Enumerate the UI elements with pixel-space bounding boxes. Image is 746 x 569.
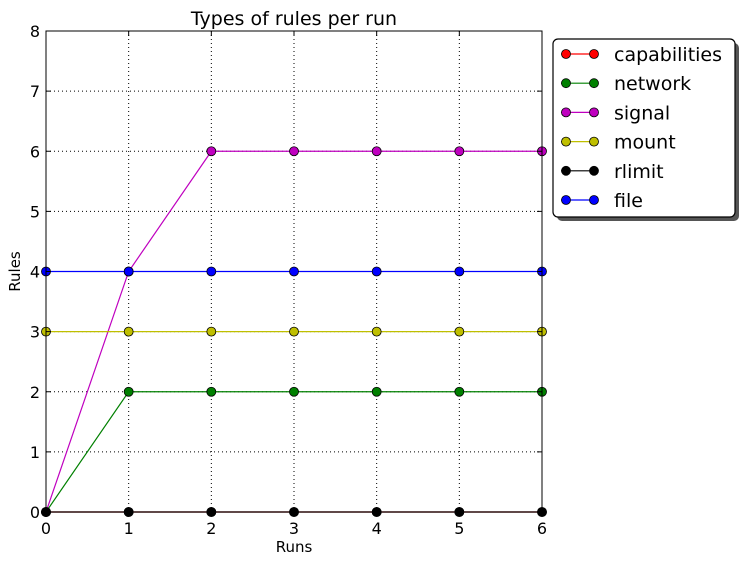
x-axis-label: Runs [276, 538, 313, 556]
y-tick-label: 7 [30, 82, 40, 101]
x-tick-label: 4 [372, 519, 382, 538]
y-tick-label: 5 [30, 202, 40, 221]
legend-label-network: network [614, 73, 691, 95]
data-point-signal [289, 146, 299, 157]
y-tick-label: 4 [30, 263, 40, 282]
legend-marker [561, 49, 571, 59]
legend-marker [561, 165, 571, 176]
data-point-network [289, 386, 299, 397]
legend-marker [589, 49, 599, 59]
legend-label-file: file [614, 190, 643, 212]
data-point-mount [454, 326, 465, 337]
legend-marker [589, 78, 599, 89]
data-point-network [371, 386, 382, 397]
legend-label-capabilities: capabilities [614, 44, 722, 66]
series-lines [41, 146, 547, 517]
data-point-signal [371, 146, 382, 157]
legend-marker [589, 165, 599, 176]
y-tick-label: 2 [30, 383, 40, 402]
data-point-network [454, 386, 465, 397]
y-tick-label: 1 [30, 443, 40, 462]
legend-marker [561, 78, 571, 89]
legend-label-signal: signal [614, 102, 670, 124]
legend-label-rlimit: rlimit [614, 161, 664, 183]
data-point-file [454, 266, 465, 277]
data-point-signal [206, 146, 217, 157]
legend: capabilities network signal mount rlimit file [552, 38, 739, 221]
data-point-network [206, 386, 217, 397]
y-tick-label: 6 [30, 142, 40, 161]
data-point-mount [206, 326, 217, 337]
axis-ticks: 0 1 2 3 4 5 6 0 1 2 3 4 5 6 7 8 [30, 22, 547, 538]
data-point-mount [123, 326, 134, 337]
y-tick-label: 8 [30, 22, 40, 41]
x-tick-label: 3 [289, 519, 299, 538]
data-point-file [371, 266, 382, 277]
x-tick-label: 2 [206, 519, 216, 538]
data-point-mount [371, 326, 382, 337]
x-tick-label: 1 [124, 519, 134, 538]
y-axis-label: Rules [6, 251, 24, 292]
data-point-file [123, 266, 134, 277]
data-point-network [123, 386, 134, 397]
y-tick-label: 0 [30, 503, 40, 522]
data-point-signal [454, 146, 465, 157]
legend-marker [589, 107, 599, 118]
legend-marker [589, 136, 599, 147]
x-tick-label: 5 [454, 519, 464, 538]
data-point-mount [289, 326, 299, 337]
legend-marker [561, 195, 571, 205]
legend-label-mount: mount [614, 132, 676, 154]
data-point-file [206, 266, 217, 277]
y-tick-label: 3 [30, 323, 40, 342]
legend-marker [561, 107, 571, 118]
legend-marker [561, 136, 571, 147]
x-tick-label: 0 [41, 519, 51, 538]
data-point-file [289, 266, 299, 277]
legend-marker [589, 195, 599, 205]
chart-title: Types of rules per run [190, 8, 397, 30]
x-tick-label: 6 [537, 519, 547, 538]
